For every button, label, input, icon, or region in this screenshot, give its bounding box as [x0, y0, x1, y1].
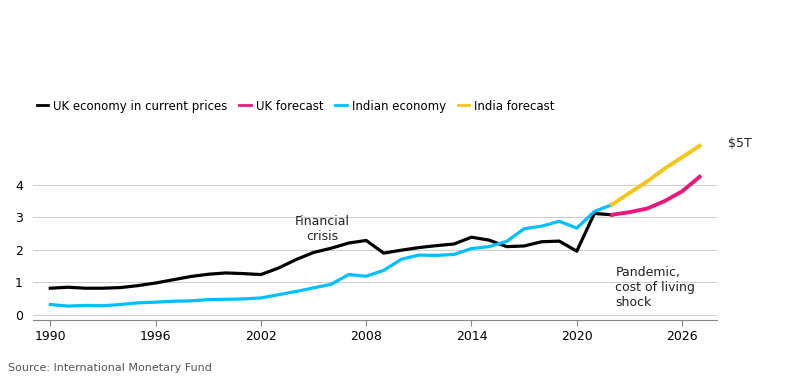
Text: $5T: $5T [729, 136, 752, 150]
Legend: UK economy in current prices, UK forecast, Indian economy, India forecast: UK economy in current prices, UK forecas… [32, 95, 559, 117]
Text: Financial
crisis: Financial crisis [295, 215, 350, 244]
Text: Pandemic,
cost of living
shock: Pandemic, cost of living shock [615, 266, 695, 309]
Text: Source: International Monetary Fund: Source: International Monetary Fund [8, 363, 212, 373]
